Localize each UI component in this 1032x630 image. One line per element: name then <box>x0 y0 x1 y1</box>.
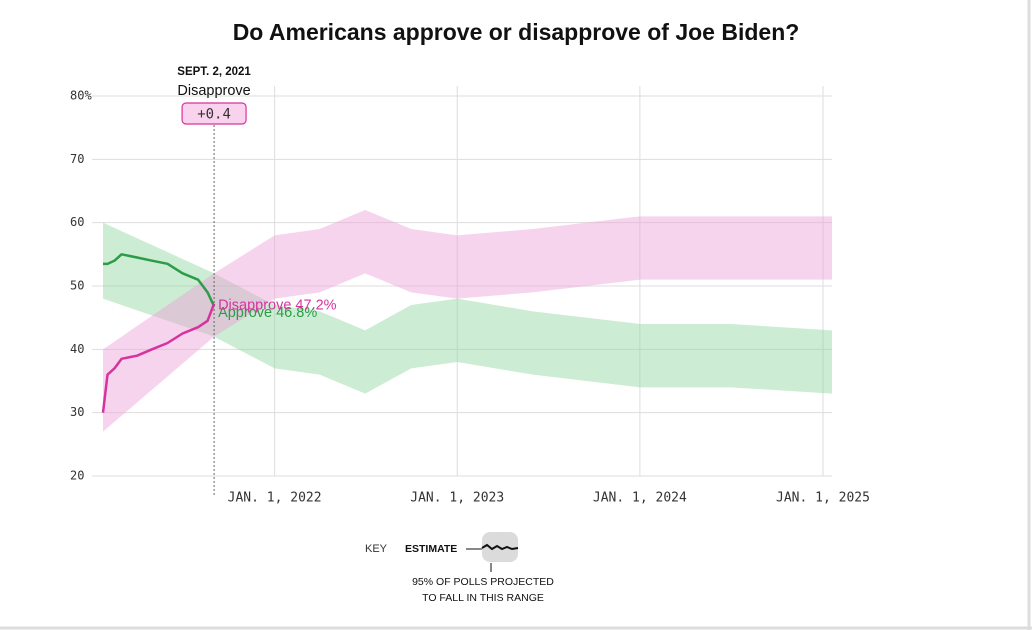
y-tick-label: 60 <box>70 215 84 229</box>
margin-pill <box>181 102 247 125</box>
annotation-date: SEPT. 2, 2021 <box>177 66 251 78</box>
x-tick-label: JAN. 1, 2023 <box>410 491 504 506</box>
key-estimate: ESTIMATE <box>405 543 457 555</box>
lines <box>101 253 216 413</box>
end-label: Disapprove 47.2% <box>218 298 337 314</box>
y-tick-label: 80% <box>70 89 92 103</box>
x-tick-label: JAN. 1, 2024 <box>593 491 687 506</box>
y-tick-label: 50 <box>70 279 84 293</box>
range-band <box>103 222 832 394</box>
chart-title: Do Americans approve or disapprove of Jo… <box>233 19 800 45</box>
labels: Approve 46.8%Disapprove 47.2% SEPT. 2, 20… <box>177 66 337 495</box>
margin-label: +0.4 <box>197 107 231 123</box>
annotation-leader: Disapprove <box>177 83 250 99</box>
estimate-line <box>103 253 216 307</box>
bands <box>103 210 832 432</box>
x-tick-label: JAN. 1, 2025 <box>776 491 870 506</box>
key-estimate-line <box>481 543 519 551</box>
range-band <box>103 210 832 432</box>
key-title: KEY <box>365 543 388 555</box>
key-note: TO FALL IN THIS RANGE <box>422 592 544 604</box>
grid: 20 30 40 50 60 70 80% JAN. 1, 2022 JAN. 1, 2023 J… <box>70 86 870 506</box>
y-tick-label: 70 <box>70 152 84 166</box>
end-label: Approve 46.8% <box>218 305 317 321</box>
y-tick-label: 40 <box>70 342 84 356</box>
estimate-line <box>101 303 216 413</box>
key-note: 95% OF POLLS PROJECTED <box>412 576 554 588</box>
y-tick-label: 20 <box>70 469 84 483</box>
x-tick-label: JAN. 1, 2022 <box>228 491 322 506</box>
y-tick-label: 30 <box>70 405 84 419</box>
